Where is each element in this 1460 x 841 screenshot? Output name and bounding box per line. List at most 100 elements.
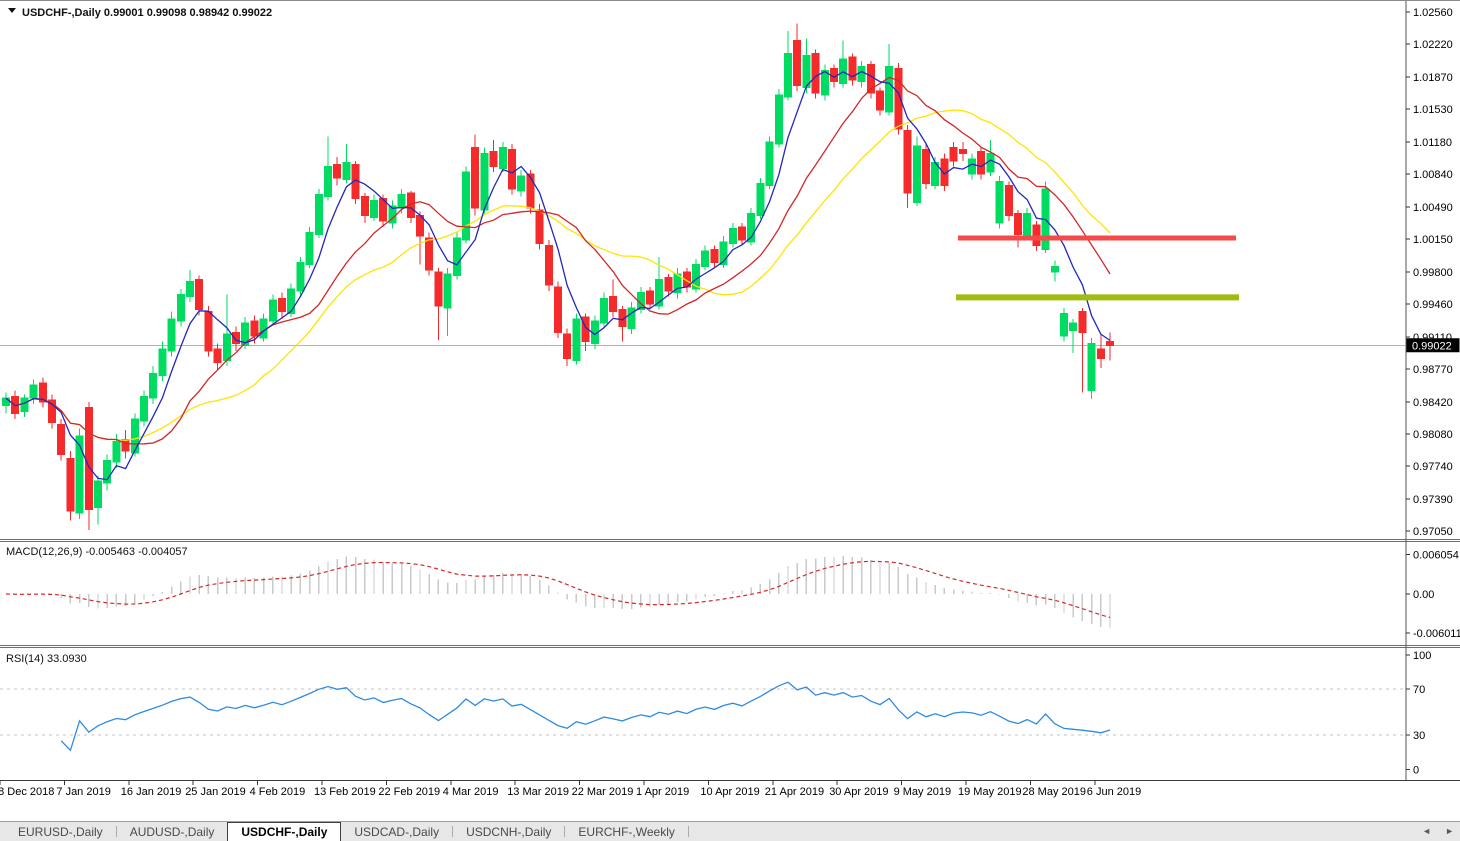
candle-body <box>158 348 167 377</box>
candle <box>66 450 75 521</box>
candle <box>710 245 719 269</box>
candle-body <box>1032 224 1041 247</box>
candle <box>995 175 1004 229</box>
candle-body <box>406 192 415 218</box>
scroll-left-button[interactable]: ◄ <box>1422 826 1432 836</box>
candle <box>186 270 194 303</box>
candle <box>94 475 102 525</box>
candle <box>406 190 415 223</box>
candle-body <box>278 297 286 313</box>
rsi-line <box>60 681 1111 752</box>
chart-canvas[interactable]: 1.02560 1.02220 1.01870 1.01530 1.01180 1.008… <box>0 0 1460 800</box>
tab-eurusddaily[interactable]: EURUSD-,Daily <box>18 824 103 839</box>
candle-body <box>130 418 139 454</box>
rsi-label: RSI(14) 33.0930 <box>6 653 87 665</box>
candle-body <box>802 54 811 88</box>
tab-usdcnhdaily[interactable]: USDCNH-,Daily <box>466 824 552 839</box>
candle <box>636 287 645 314</box>
date-tick-label: 10 Apr 2019 <box>700 786 759 798</box>
candle-body <box>434 271 443 307</box>
candle-body <box>425 237 434 271</box>
price-tick-label: 0.99800 <box>1413 267 1453 279</box>
candle <box>646 287 654 310</box>
candle-body <box>489 150 498 167</box>
candle-body <box>664 277 673 292</box>
candle <box>1041 181 1050 254</box>
candle-body <box>195 279 204 311</box>
candle-body <box>186 280 194 297</box>
candle <box>498 141 507 173</box>
candle <box>885 44 894 116</box>
macd-label: MACD(12,26,9) -0.005463 -0.004057 <box>6 546 188 558</box>
candle-body <box>66 457 75 512</box>
candle-body <box>1087 343 1096 392</box>
macd-axis-label: -0.006011 <box>1413 628 1460 640</box>
candle-body <box>922 149 930 184</box>
tab-usdchfdaily[interactable]: USDCHF-,Daily <box>227 822 342 841</box>
candle-body <box>995 181 1004 224</box>
rsi-axis-label: 30 <box>1413 730 1425 742</box>
rsi-axis-label: 100 <box>1413 650 1431 662</box>
date-tick-label: 13 Feb 2019 <box>314 786 376 798</box>
candle-body <box>968 158 976 175</box>
candle <box>544 239 553 291</box>
date-tick-label: 7 Jan 2019 <box>56 786 110 798</box>
tab-separator <box>452 826 454 837</box>
candle <box>719 236 728 269</box>
candle-body <box>747 213 756 243</box>
candle <box>922 143 930 190</box>
candle <box>1014 209 1022 248</box>
candle-body <box>176 294 185 322</box>
candle-body <box>213 348 222 363</box>
candle-body <box>296 262 305 292</box>
candle <box>618 305 627 342</box>
candle <box>848 53 857 86</box>
candle <box>563 328 572 367</box>
ma-mid-red <box>5 76 1111 445</box>
symbol-dropdown-arrow[interactable] <box>8 8 16 13</box>
chart-title: USDCHF-,Daily 0.99001 0.99098 0.98942 0.… <box>22 7 272 19</box>
price-tick-label: 0.97050 <box>1413 526 1453 538</box>
candle-body <box>250 320 259 337</box>
candle-body <box>885 66 894 113</box>
candle <box>609 279 618 318</box>
candle-body <box>222 333 231 362</box>
candle-body <box>820 69 829 96</box>
candle-body <box>609 295 618 313</box>
candle <box>701 245 710 271</box>
price-tick-label: 0.97390 <box>1413 494 1453 506</box>
candle-body <box>526 173 535 209</box>
tab-usdcaddaily[interactable]: USDCAD-,Daily <box>354 824 440 839</box>
tab-audusddaily[interactable]: AUDUSD-,Daily <box>129 824 215 839</box>
candle-body <box>103 459 112 484</box>
candle-body <box>452 237 461 277</box>
price-tick-label: 1.00150 <box>1413 234 1453 246</box>
candle <box>75 428 84 519</box>
scroll-right-button[interactable]: ► <box>1445 826 1454 836</box>
price-tick-label: 1.02220 <box>1413 39 1453 51</box>
candle <box>793 23 802 92</box>
candle <box>1106 332 1114 361</box>
candle-body <box>167 318 176 352</box>
candle-body <box>480 152 489 211</box>
current-price-badge <box>1406 338 1460 353</box>
candle <box>462 166 470 244</box>
date-tick-label: 21 Apr 2019 <box>765 786 824 798</box>
candle <box>324 136 332 201</box>
candle-body <box>774 94 783 145</box>
candle <box>728 222 737 248</box>
rsi-axis-label: 0 <box>1413 765 1419 777</box>
tab-eurchfweekly[interactable]: EURCHF-,Weekly <box>578 824 675 839</box>
rsi-axis-label: 70 <box>1413 684 1425 696</box>
date-tick-label: 9 May 2019 <box>894 786 951 798</box>
candle <box>756 177 765 220</box>
candle-body <box>765 141 774 186</box>
candle <box>360 192 369 223</box>
price-tick-label: 1.01180 <box>1413 137 1452 149</box>
candle-body <box>554 286 562 333</box>
candle-body <box>719 241 728 265</box>
macd-axis-label: 0.006054 <box>1413 550 1459 562</box>
candle <box>149 366 158 404</box>
candle-body <box>636 292 645 311</box>
candle-body <box>342 162 351 181</box>
